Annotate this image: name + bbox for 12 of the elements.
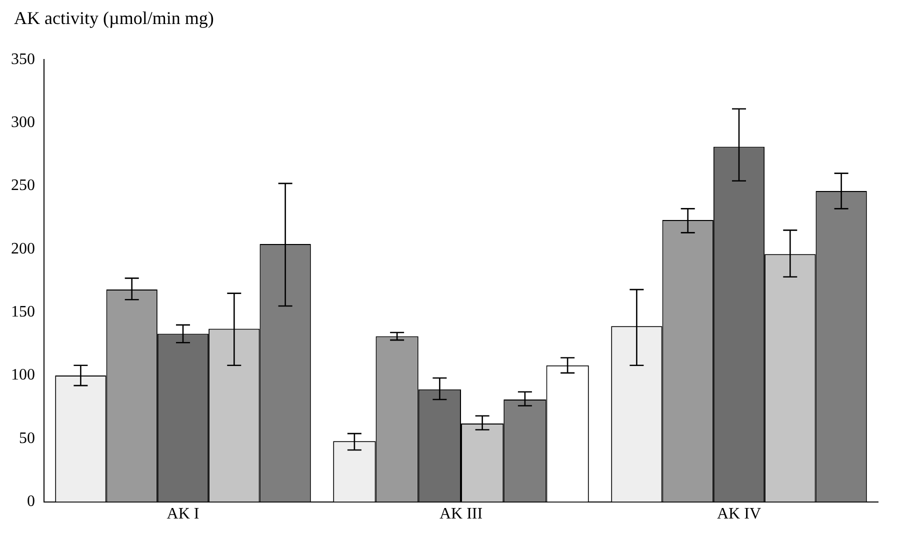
y-tick-label: 250 bbox=[11, 177, 35, 194]
y-axis-title: AK activity (µmol/min mg) bbox=[14, 8, 215, 29]
x-tick-label: AK III bbox=[439, 506, 483, 523]
y-tick-label: 350 bbox=[11, 50, 35, 68]
y-tick-label: 0 bbox=[27, 493, 35, 510]
y-tick-label: 100 bbox=[11, 366, 35, 384]
y-tick-label: 300 bbox=[11, 114, 35, 131]
y-tick-label: 200 bbox=[11, 240, 35, 258]
y-tick-label: 50 bbox=[19, 430, 35, 447]
x-tick-label: AK IV bbox=[717, 506, 762, 523]
x-tick-label: AK I bbox=[166, 506, 200, 523]
y-tick-label: 150 bbox=[11, 303, 35, 320]
